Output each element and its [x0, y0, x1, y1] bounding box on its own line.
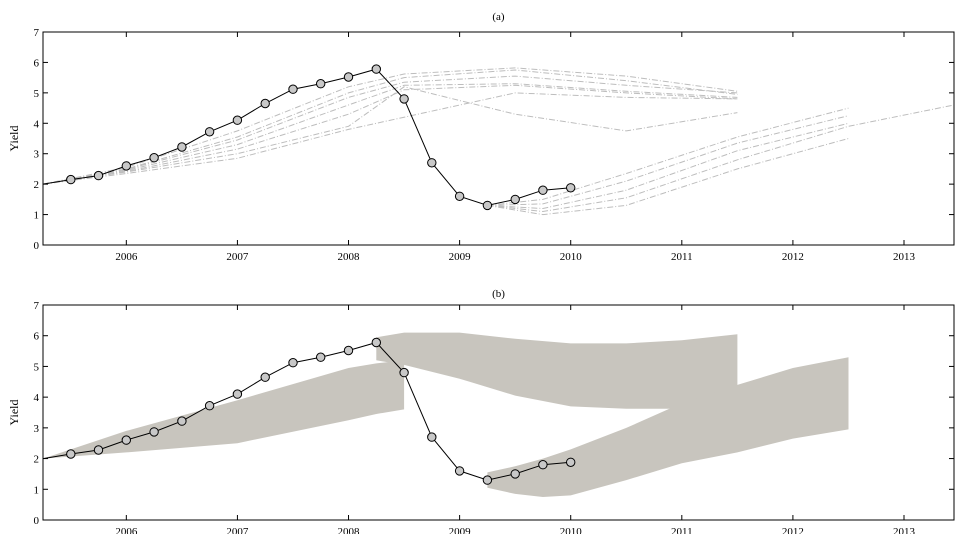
observed-point [566, 183, 576, 193]
observed-point [482, 475, 493, 485]
y-tick-label: 3 [34, 423, 40, 435]
forecast-line-2 [43, 69, 738, 185]
forecast-line-5 [43, 84, 738, 185]
x-tick-label: 2011 [671, 526, 693, 534]
observed-point [121, 435, 132, 445]
y-tick-label: 7 [34, 27, 40, 39]
observed-point [510, 469, 520, 479]
plot-area [43, 64, 954, 216]
forecast-line-8 [487, 104, 954, 213]
forecast-line-6 [43, 86, 738, 185]
observed-point [204, 401, 215, 411]
observed-point [177, 142, 187, 152]
x-tick-label: 2010 [560, 251, 583, 263]
observed-point [232, 115, 243, 125]
forecast-band-3 [487, 357, 849, 497]
axes-box [42, 31, 955, 246]
y-tick-label: 4 [34, 392, 40, 404]
y-tick-label: 1 [34, 484, 40, 496]
y-tick-label: 0 [34, 515, 40, 527]
panel-b: 0 1 2 3 4 5 6 7 2006 2007 2008 2009 2010 2011 2012 2013… [7, 288, 955, 534]
observed-point [288, 84, 298, 94]
forecast-band-2 [376, 332, 738, 409]
forecast-line-4 [43, 83, 738, 185]
observed-point [538, 185, 548, 195]
observed-point [149, 153, 159, 163]
forecast-line-9 [487, 122, 849, 210]
forecast-line-12 [487, 138, 849, 216]
y-tick-label: 5 [34, 88, 40, 100]
observed-point [566, 457, 576, 467]
observed-point [427, 432, 437, 442]
observed-point [260, 98, 270, 109]
observed-point [177, 416, 187, 426]
panel-title: (a) [492, 11, 505, 23]
forecast-band-1 [43, 360, 405, 459]
y-tick-label: 2 [34, 179, 40, 191]
forecast-line-3 [43, 75, 738, 185]
forecast-line-10 [487, 115, 849, 206]
x-tick-label: 2012 [782, 251, 804, 263]
observed-point [232, 389, 243, 399]
observed-point [454, 191, 465, 202]
x-tick-label: 2008 [338, 251, 361, 263]
forecast-line-1 [43, 67, 738, 185]
axes-box [42, 304, 955, 521]
observed-point [93, 170, 104, 181]
y-tick-label: 1 [34, 210, 40, 222]
observed-point [482, 200, 493, 211]
x-tick-label: 2008 [338, 526, 361, 534]
plot-area [43, 332, 849, 497]
panel-a: 0 1 2 3 4 5 6 7 2006 2007 2008 2009 2010 2011 2012 2013… [7, 11, 955, 263]
forecast-line-7 [43, 92, 738, 185]
observed-point [66, 449, 76, 459]
observed-point [204, 127, 215, 137]
y-tick-label: 3 [34, 149, 40, 161]
y-tick-label: 6 [34, 57, 40, 69]
y-tick-label: 7 [34, 300, 40, 312]
x-tick-label: 2013 [893, 251, 916, 263]
x-tick-label: 2006 [115, 526, 138, 534]
y-tick-label: 0 [34, 240, 40, 252]
observed-point [538, 460, 548, 470]
observed-point [399, 94, 409, 104]
observed-point [454, 466, 465, 476]
observed-point [93, 445, 104, 455]
observed-point [371, 64, 381, 74]
observed-yield-line [43, 68, 571, 206]
observed-point [399, 367, 409, 378]
x-tick-label: 2007 [226, 526, 249, 534]
forecast-line-11 [487, 107, 849, 206]
x-tick-label: 2013 [893, 526, 916, 534]
y-tick-label: 5 [34, 361, 40, 373]
y-tick-label: 4 [34, 118, 40, 130]
observed-yield-line [43, 341, 571, 481]
observed-point [343, 345, 354, 356]
observed-point [121, 161, 132, 171]
observed-point [316, 352, 326, 362]
observed-point [427, 158, 437, 168]
y-axis-label: Yield [7, 126, 21, 152]
x-tick-label: 2010 [560, 526, 583, 534]
x-tick-label: 2009 [449, 251, 472, 263]
observed-point [371, 337, 381, 348]
x-tick-label: 2006 [115, 251, 138, 263]
observed-point [510, 194, 520, 205]
observed-point [149, 427, 159, 437]
observed-point [343, 72, 354, 82]
x-tick-label: 2012 [782, 526, 804, 534]
observed-point [260, 372, 270, 382]
x-tick-label: 2011 [671, 251, 693, 263]
x-tick-label: 2009 [449, 526, 472, 534]
observed-point [288, 358, 298, 368]
observed-point [66, 174, 76, 185]
x-tick-label: 2007 [226, 251, 249, 263]
panel-title: (b) [492, 288, 505, 300]
observed-point [316, 79, 326, 89]
y-tick-label: 6 [34, 331, 40, 343]
y-axis-label: Yield [7, 400, 21, 426]
y-tick-label: 2 [34, 454, 40, 466]
